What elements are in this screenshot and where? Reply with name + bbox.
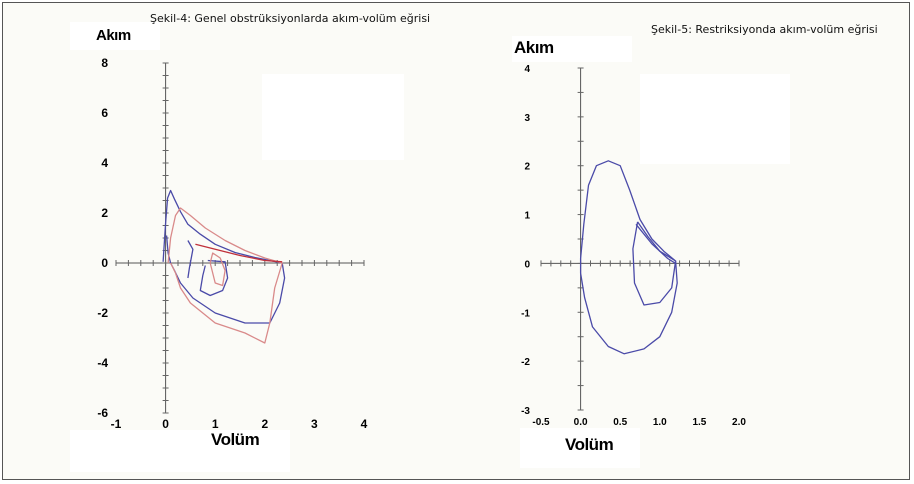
white-patch-right-top bbox=[512, 36, 632, 62]
chart2-group: -0.5 0.0 0.5 1.0 1.5 2.0 -3 -2 -1 0 1 2 3 4 bbox=[521, 64, 746, 428]
chart2-y-tick-label: 3 bbox=[524, 113, 530, 124]
chart2-series-1 bbox=[579, 160, 678, 355]
chart1-group: -1 0 1 2 3 4 -6 -4 -2 0 2 4 6 8 bbox=[97, 56, 367, 431]
chart2-y-tick-label: -3 bbox=[521, 406, 530, 417]
chart2-y-tick-label: -1 bbox=[521, 308, 530, 319]
chart1-y-tick-label: -2 bbox=[97, 306, 108, 320]
white-patch-right-bottom bbox=[520, 428, 640, 468]
chart1-x-tick-label: 3 bbox=[311, 417, 318, 431]
chart1-series-5 bbox=[209, 252, 226, 287]
chart1-series-6 bbox=[195, 243, 283, 263]
chart2-x-tick-label: -0.5 bbox=[532, 417, 550, 428]
chart2-y-tick-label: -2 bbox=[521, 357, 530, 368]
chart1-x-tick-label: 1 bbox=[212, 417, 219, 431]
chart1-x-tick-label: 2 bbox=[261, 417, 268, 431]
chart1-y-tick-label: -6 bbox=[97, 406, 108, 420]
chart2-y-tick-label: 0 bbox=[524, 259, 530, 270]
chart1-y-tick-label: -4 bbox=[97, 356, 108, 370]
chart2-x-tick-label: 0.5 bbox=[613, 417, 627, 428]
chart2-xlabel: Volüm bbox=[565, 435, 614, 454]
chart2-series-3 bbox=[635, 223, 676, 264]
chart2-y-tick-label: 2 bbox=[524, 162, 530, 173]
chart1-y-tick-label: 0 bbox=[101, 256, 108, 270]
chart1-title: Şekil-4: Genel obstrüksiyonlarda akım-vo… bbox=[150, 12, 431, 25]
white-patch-right-right bbox=[640, 74, 790, 164]
chart1-series-3 bbox=[187, 240, 194, 279]
chart2-y-tick-label: 1 bbox=[524, 211, 530, 222]
chart1-x-tick-label: 4 bbox=[361, 417, 368, 431]
chart2-x-tick-label: 0.0 bbox=[574, 417, 588, 428]
chart1-y-tick-label: 2 bbox=[101, 206, 108, 220]
chart1-x-tick-label: -1 bbox=[111, 417, 122, 431]
chart2-title: Şekil-5: Restriksiyonda akım-volüm eğris… bbox=[651, 23, 878, 36]
chart2-x-tick-label: 1.5 bbox=[692, 417, 706, 428]
chart1-y-tick-label: 6 bbox=[101, 106, 108, 120]
chart1-ylabel: Akım bbox=[96, 27, 131, 44]
chart1-y-tick-label: 8 bbox=[101, 56, 108, 70]
chart2-ylabel: Akım bbox=[514, 38, 554, 57]
chart1-xlabel: Volüm bbox=[211, 430, 260, 449]
chart1-series-4 bbox=[167, 207, 283, 344]
chart2-series-2 bbox=[632, 221, 677, 306]
chart2-x-tick-label: 2.0 bbox=[732, 417, 746, 428]
white-patch-left-bottom bbox=[70, 430, 290, 472]
chart1-series-2 bbox=[199, 259, 229, 297]
white-patch-left-right bbox=[262, 74, 404, 160]
chart1-series-1 bbox=[162, 189, 286, 324]
white-patch-left-top bbox=[70, 22, 160, 50]
chart2-x-tick-label: 1.0 bbox=[653, 417, 667, 428]
chart1-x-tick-label: 0 bbox=[162, 417, 169, 431]
chart2-y-tick-label: 4 bbox=[524, 64, 530, 75]
chart1-y-tick-label: 4 bbox=[101, 156, 108, 170]
